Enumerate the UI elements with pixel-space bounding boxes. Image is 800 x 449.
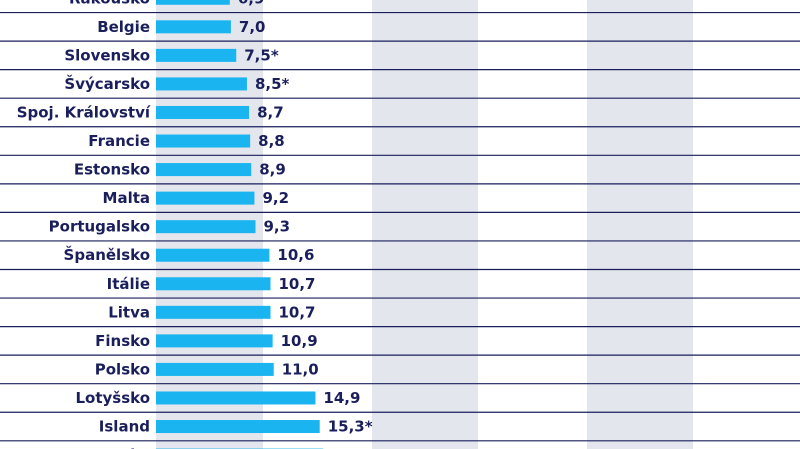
bar (156, 48, 237, 62)
value-label: 15,3* (328, 418, 373, 436)
grid-band (372, 0, 478, 449)
bar (156, 20, 231, 34)
bar (156, 420, 320, 434)
category-label: Švýcarsko (64, 74, 150, 93)
category-label: Belgie (97, 18, 150, 36)
category-label: Lotyšsko (75, 389, 150, 407)
category-label: Irsko (108, 446, 150, 449)
category-label: Slovensko (64, 46, 150, 64)
value-label: 9,3 (264, 218, 291, 236)
bar (156, 77, 247, 91)
value-label: 14,9 (323, 389, 360, 407)
value-label: 8,8 (258, 132, 285, 150)
value-label: 10,7 (278, 303, 315, 321)
category-label: Litva (108, 303, 150, 321)
category-label: Spoj. Království (17, 103, 151, 121)
category-label: Island (99, 418, 150, 436)
bar (156, 191, 255, 205)
category-label: Francie (88, 132, 150, 150)
grid-band (587, 0, 693, 449)
value-label: 15,6* (331, 446, 376, 449)
bar (156, 220, 256, 234)
value-label: 10,6 (277, 246, 314, 264)
value-label: 8,5* (255, 75, 290, 93)
bar (156, 277, 271, 291)
category-label: Španělsko (64, 245, 150, 264)
bar (156, 134, 251, 148)
value-label: 8,7 (257, 103, 284, 121)
bar (156, 362, 274, 376)
value-label: 8,9 (259, 161, 286, 179)
category-label: Portugalsko (49, 218, 150, 236)
category-label: Itálie (107, 275, 150, 293)
bar (156, 163, 252, 177)
value-label: 9,2 (262, 189, 289, 207)
bar (156, 391, 316, 405)
category-label: Polsko (95, 360, 150, 378)
value-label: 7,5* (244, 46, 279, 64)
value-label: 10,9 (281, 332, 318, 350)
value-label: 7,0 (239, 18, 266, 36)
category-label: Finsko (95, 332, 150, 350)
bar (156, 0, 230, 5)
category-label: Rakousko (69, 0, 150, 7)
value-label: 10,7 (278, 275, 315, 293)
category-label: Malta (103, 189, 150, 207)
value-label: 6,9 (238, 0, 265, 7)
bar (156, 105, 250, 119)
category-label: Estonsko (74, 161, 150, 179)
bar (156, 334, 273, 348)
value-label: 11,0 (282, 360, 319, 378)
bar (156, 305, 271, 319)
bar (156, 248, 270, 262)
